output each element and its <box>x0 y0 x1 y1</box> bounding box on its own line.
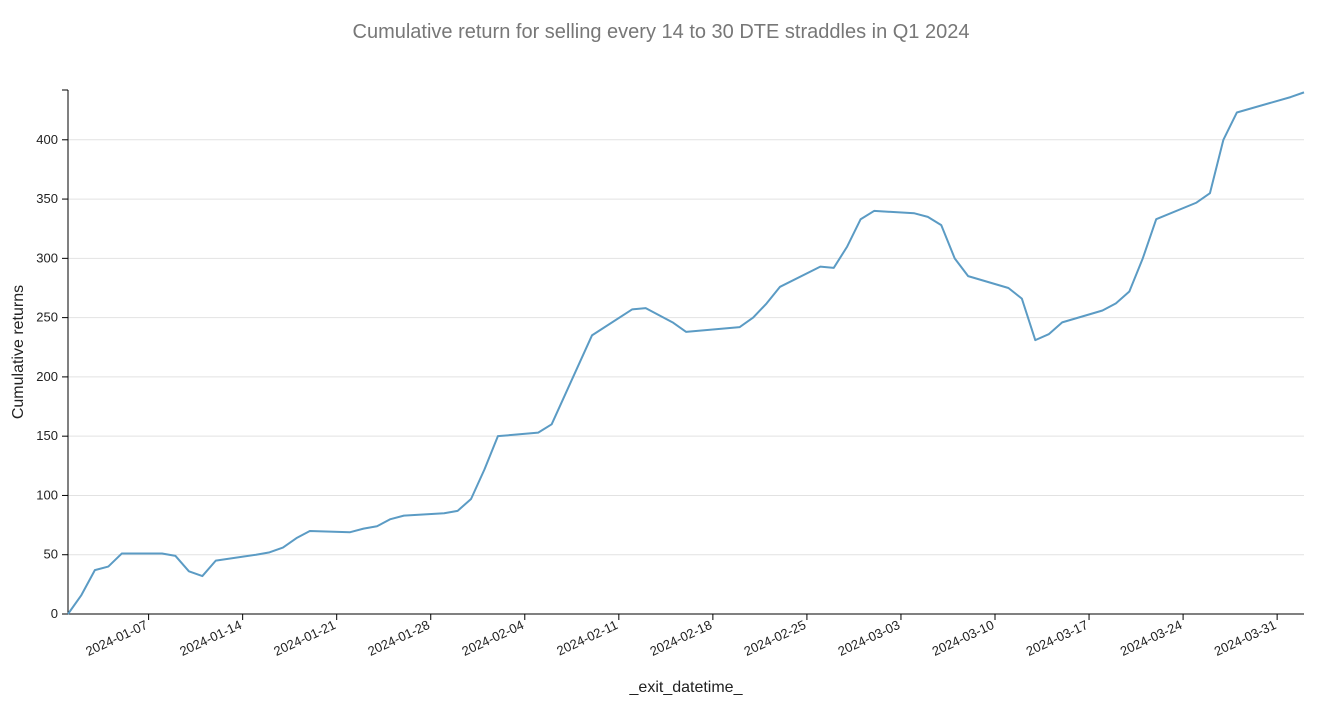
x-tick-label: 2024-01-28 <box>365 617 432 659</box>
x-tick-label: 2024-01-21 <box>271 617 338 659</box>
x-axis-label: _exit_datetime_ <box>629 679 744 696</box>
y-tick-label: 250 <box>36 310 58 325</box>
line-series <box>67 91 1305 615</box>
y-axis-label: Cumulative returns <box>10 285 27 419</box>
x-tick-label: 2024-01-14 <box>177 617 244 659</box>
y-tick-label: 0 <box>51 606 58 621</box>
x-tick-label: 2024-02-18 <box>648 617 715 659</box>
x-tick-label: 2024-02-25 <box>742 617 809 659</box>
x-tick-label: 2024-01-07 <box>83 617 150 659</box>
y-tick-label: 50 <box>44 547 58 562</box>
x-tick-label: 2024-03-24 <box>1118 617 1185 659</box>
x-tick-label: 2024-03-31 <box>1212 617 1279 659</box>
y-tick-label: 300 <box>36 250 58 265</box>
x-tick-label: 2024-03-03 <box>836 617 903 659</box>
y-tick-label: 100 <box>36 487 58 502</box>
x-tick-label: 2024-03-17 <box>1024 617 1091 659</box>
x-tick-label: 2024-02-04 <box>459 617 526 659</box>
y-tick-label: 200 <box>36 369 58 384</box>
y-tick-label: 350 <box>36 191 58 206</box>
x-tick-label: 2024-03-10 <box>930 617 997 659</box>
chart-title: Cumulative return for selling every 14 t… <box>353 21 970 43</box>
x-tick-label: 2024-02-11 <box>554 617 620 658</box>
y-tick-label: 150 <box>36 428 58 443</box>
y-tick-label: 400 <box>36 132 58 147</box>
